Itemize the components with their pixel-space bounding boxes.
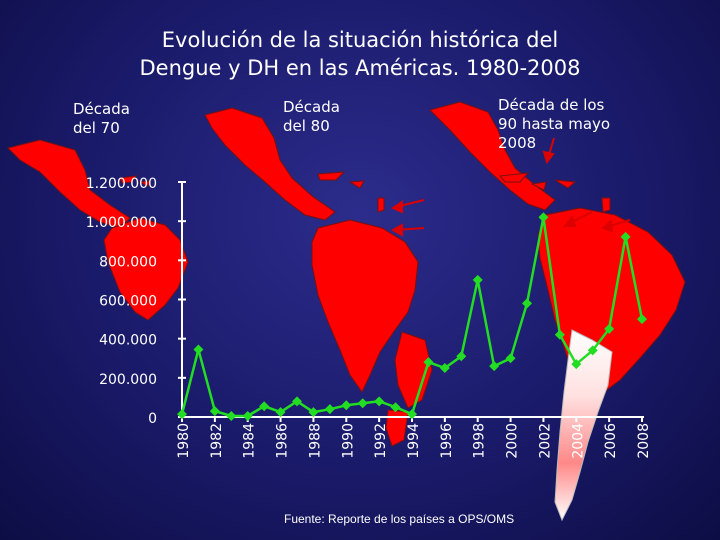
x-tick-label: 2006 — [603, 423, 619, 459]
data-point — [456, 351, 467, 362]
y-tick-labels: 0 200.000 400.000 600.000 800.000 1.000.000 1.… — [86, 176, 157, 427]
decade-90-label: Década de los 90 hasta mayo 2008 — [498, 96, 610, 153]
decade-70-line-1: Década — [73, 100, 130, 118]
y-tick-label: 600.000 — [99, 294, 157, 310]
data-point — [357, 398, 368, 409]
data-point — [193, 344, 204, 355]
data-point — [489, 361, 500, 372]
southern-cone-map — [554, 329, 613, 522]
data-point — [587, 345, 598, 356]
x-tick-label: 1988 — [307, 423, 323, 459]
x-tick-label: 1992 — [373, 423, 389, 459]
x-tick-label: 1986 — [275, 423, 291, 459]
x-tick-label: 2004 — [570, 423, 586, 459]
y-tick-label: 200.000 — [99, 372, 157, 388]
x-tick-label: 2002 — [537, 423, 553, 459]
data-point — [571, 359, 582, 370]
x-tick-labels: 1980 1982 1984 1986 1988 1990 1992 1994 1996 1998… — [176, 423, 652, 459]
x-tick-label: 2008 — [636, 423, 652, 459]
data-point — [259, 401, 270, 412]
data-point — [275, 407, 286, 418]
map-decade-80 — [204, 107, 433, 447]
data-point — [620, 231, 631, 242]
data-point — [341, 400, 352, 411]
data-point — [209, 406, 220, 417]
decade-80-line-2: del 80 — [283, 117, 330, 135]
data-point — [374, 396, 385, 407]
decade-70-line-2: del 70 — [73, 119, 120, 137]
y-tick-label: 400.000 — [99, 333, 157, 349]
data-point — [472, 274, 483, 285]
data-point — [242, 411, 253, 422]
data-point — [390, 402, 401, 413]
source-note: Fuente: Reporte de los países a OPS/OMS — [284, 512, 515, 526]
chart-series — [177, 212, 647, 422]
x-tick-label: 1996 — [439, 423, 455, 459]
data-point — [538, 212, 549, 223]
data-point — [292, 396, 302, 407]
data-point — [308, 407, 319, 418]
x-tick-label: 1998 — [472, 423, 488, 459]
data-point — [407, 409, 417, 420]
decade-70-label: Década del 70 — [73, 100, 130, 138]
data-point — [423, 357, 434, 368]
decade-90-line-2: 90 hasta mayo — [498, 115, 611, 133]
y-tick-label: 0 — [148, 411, 157, 427]
x-tick-label: 1994 — [406, 423, 422, 459]
x-tick-label: 1980 — [176, 423, 192, 459]
data-point — [604, 323, 615, 334]
data-point — [554, 329, 565, 340]
title-line-1: Evolución de la situación histórica del — [161, 28, 559, 52]
decade-90-line-1: Década de los — [498, 96, 605, 114]
x-tick-label: 1982 — [209, 423, 225, 459]
data-point — [324, 404, 335, 415]
data-point — [177, 409, 187, 420]
data-point — [522, 298, 532, 309]
data-point — [637, 314, 647, 325]
decade-80-line-1: Década — [283, 98, 340, 116]
caribbean-arrows — [390, 137, 631, 237]
x-tick-label: 1984 — [242, 423, 258, 459]
map-decade-70 — [7, 139, 189, 321]
y-tick-label: 1.200.000 — [86, 176, 157, 192]
chart-title: Evolución de la situación histórica del … — [0, 26, 720, 82]
data-point — [505, 353, 516, 364]
title-line-2: Dengue y DH en las Américas. 1980-2008 — [139, 56, 581, 80]
y-tick-label: 1.000.000 — [86, 215, 157, 231]
data-point — [439, 363, 450, 374]
data-point — [226, 411, 237, 422]
x-tick-label: 2000 — [505, 423, 521, 459]
decade-80-label: Década del 80 — [283, 98, 340, 136]
x-tick-label: 1990 — [340, 423, 356, 459]
decade-90-line-3: 2008 — [498, 134, 537, 152]
y-tick-label: 800.000 — [99, 254, 157, 270]
